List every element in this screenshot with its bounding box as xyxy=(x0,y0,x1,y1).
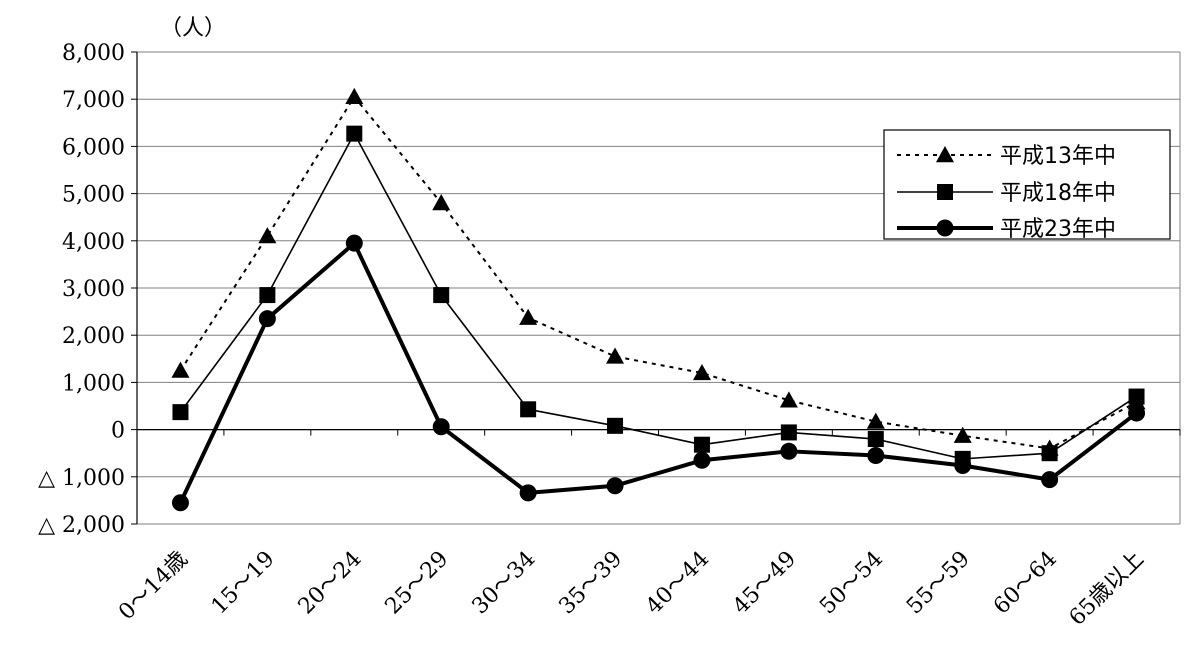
series-line xyxy=(178,241,1138,504)
y-tick-label: 7,000 xyxy=(62,88,125,113)
data-point-circle xyxy=(171,494,189,512)
series-2 xyxy=(172,125,1145,467)
series-layer xyxy=(171,87,1146,512)
legend-label: 平成13年中 xyxy=(1000,144,1116,169)
data-point-triangle xyxy=(936,146,954,163)
legend-label: 平成23年中 xyxy=(1000,217,1116,242)
y-tick-label: 3,000 xyxy=(62,277,125,302)
data-point-circle xyxy=(693,451,711,469)
grid-layer xyxy=(137,51,1180,525)
y-tick-label: 5,000 xyxy=(62,183,125,208)
data-point-circle xyxy=(345,234,363,252)
legend-item-2: 平成18年中 xyxy=(897,181,1116,206)
data-point-circle xyxy=(258,310,276,328)
data-point-triangle xyxy=(171,361,190,378)
data-point-square xyxy=(937,184,953,200)
data-point-triangle xyxy=(953,426,972,443)
axis-layer xyxy=(131,51,1181,525)
x-tick-label: 20～24 xyxy=(294,547,367,620)
legend-label: 平成18年中 xyxy=(1000,181,1116,206)
data-point-circle xyxy=(780,442,798,460)
y-axis-unit-label: （人） xyxy=(160,16,226,41)
x-tick-label: 60～64 xyxy=(989,547,1062,620)
data-point-circle xyxy=(432,418,450,436)
y-tick-label: 6,000 xyxy=(62,135,125,160)
data-point-triangle xyxy=(692,363,711,381)
data-point-square xyxy=(346,125,363,142)
x-tick-label: 35～39 xyxy=(554,547,627,620)
data-point-square xyxy=(433,287,450,304)
y-tick-label: 8,000 xyxy=(62,41,125,66)
data-point-square xyxy=(172,404,189,421)
y-tick-label: 2,000 xyxy=(62,324,125,349)
data-point-triangle xyxy=(345,87,364,105)
data-point-square xyxy=(607,417,624,434)
x-tick-label: 50～54 xyxy=(815,547,888,620)
y-tick-label: 1,000 xyxy=(62,371,125,396)
data-point-circle xyxy=(1041,471,1059,489)
x-tick-label: 40～44 xyxy=(641,547,714,620)
label-layer: （人） 8,000 7,000 6,000 5,000 4,000 3,000 2,000 1… xyxy=(38,16,1149,631)
y-tick-label: △ 1,000 xyxy=(38,466,125,491)
legend-item-3: 平成23年中 xyxy=(897,217,1116,242)
data-point-square xyxy=(867,431,884,448)
data-point-circle xyxy=(954,456,972,474)
y-tick-label: △ 2,000 xyxy=(38,513,125,538)
data-point-circle xyxy=(519,484,537,502)
data-point-triangle xyxy=(779,391,798,408)
x-tick-label: 45～49 xyxy=(728,547,801,620)
data-point-triangle xyxy=(519,308,538,325)
data-point-square xyxy=(693,436,710,453)
series-3 xyxy=(171,234,1146,512)
y-tick-label: 4,000 xyxy=(62,230,125,255)
data-point-triangle xyxy=(258,227,277,244)
x-tick-label: 0～14歳 xyxy=(114,547,192,625)
series-line xyxy=(179,95,1138,450)
data-point-circle xyxy=(1128,404,1146,422)
data-point-square xyxy=(1041,445,1058,462)
x-tick-label: 65歳以上 xyxy=(1065,547,1149,631)
data-point-square xyxy=(780,424,797,441)
data-point-circle xyxy=(936,219,954,237)
x-tick-label: 55～59 xyxy=(902,547,975,620)
series-line xyxy=(179,132,1137,460)
x-tick-label: 30～34 xyxy=(468,547,541,620)
data-point-triangle xyxy=(866,412,885,429)
y-tick-label: 0 xyxy=(111,419,125,444)
legend-item-1: 平成13年中 xyxy=(897,144,1116,169)
data-point-square xyxy=(259,287,276,304)
data-point-square xyxy=(520,401,537,418)
data-point-square xyxy=(1128,388,1145,405)
data-point-triangle xyxy=(606,347,625,364)
x-tick-label: 25～29 xyxy=(381,547,454,620)
data-point-circle xyxy=(867,447,885,465)
data-point-circle xyxy=(606,477,624,495)
data-point-triangle xyxy=(432,194,451,211)
legend-box xyxy=(883,129,1171,240)
x-tick-label: 15～19 xyxy=(207,547,280,620)
